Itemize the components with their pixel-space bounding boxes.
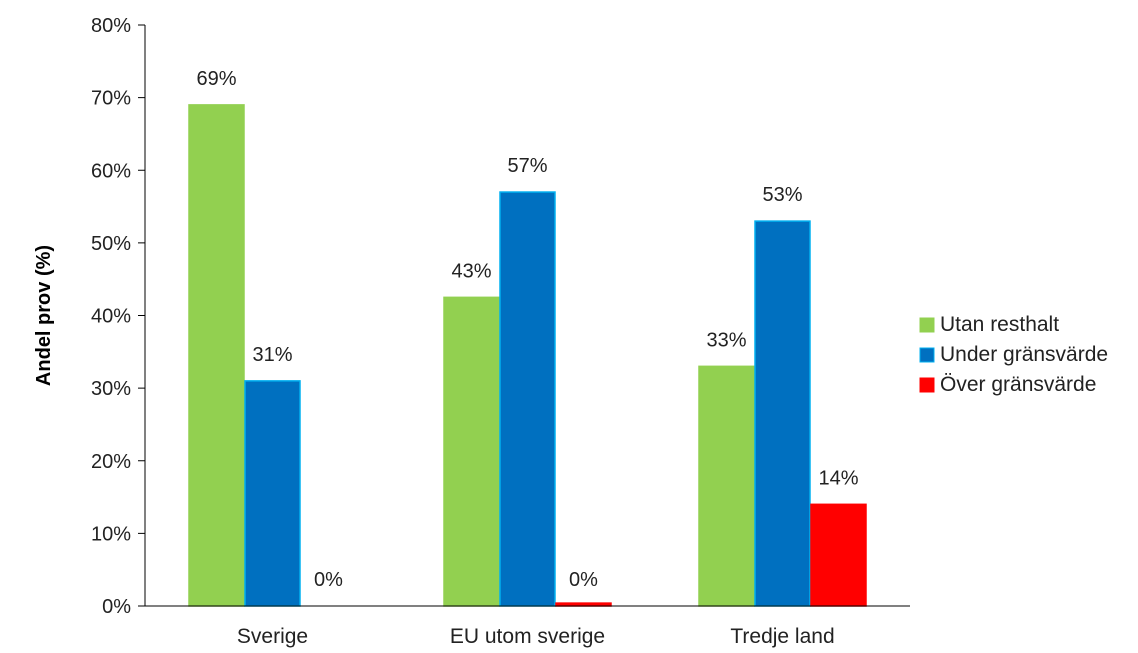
- data-label: 14%: [818, 467, 858, 489]
- y-tick-label: 0%: [102, 596, 131, 618]
- legend: Utan resthalt Under gränsvärde Över gränsv…: [919, 313, 1108, 396]
- y-tick-label: 50%: [91, 233, 131, 255]
- bar-under-gr-nsv-rde-sverige: [244, 380, 301, 607]
- data-label: 0%: [569, 569, 598, 591]
- legend-label: Under gränsvärde: [940, 343, 1108, 366]
- x-category-label: Sverige: [237, 625, 308, 648]
- y-axis: 0% 10% 20% 30% 40% 50% 60% 70% 80%: [91, 15, 146, 618]
- data-label: 0%: [314, 569, 343, 591]
- data-label: 31%: [252, 344, 292, 366]
- x-category-label: Tredje land: [730, 625, 834, 648]
- data-label: 43%: [451, 260, 491, 282]
- x-category-label: EU utom sverige: [450, 625, 605, 648]
- legend-label: Över gränsvärde: [940, 373, 1096, 396]
- legend-label: Utan resthalt: [940, 313, 1059, 336]
- y-axis-title: Andel prov (%): [33, 245, 55, 386]
- legend-swatch: [919, 347, 935, 363]
- data-label: 57%: [507, 155, 547, 177]
- y-tick-label: 60%: [91, 160, 131, 182]
- data-label: 53%: [762, 184, 802, 206]
- bar-utan-resthalt-tredje-land: [698, 365, 755, 607]
- y-tick-label: 30%: [91, 378, 131, 400]
- y-tick-label: 70%: [91, 88, 131, 110]
- bar-under-gr-nsv-rde-tredje-land: [754, 220, 811, 607]
- y-tick-label: 40%: [91, 306, 131, 328]
- legend-swatch: [919, 377, 935, 393]
- y-tick-label: 20%: [91, 451, 131, 473]
- bar-utan-resthalt-sverige: [188, 104, 245, 607]
- bar-utan-resthalt-eu-utom-sverige: [443, 296, 500, 607]
- data-label: 69%: [196, 68, 236, 90]
- bar--ver-gr-nsv-rde-tredje-land: [810, 503, 867, 607]
- y-tick-label: 80%: [91, 15, 131, 37]
- data-labels-group: 69% 31% 0% 43% 57% 0% 33% 53% 14%: [196, 68, 858, 591]
- legend-swatch: [919, 317, 935, 333]
- data-label: 33%: [706, 329, 746, 351]
- bar-under-gr-nsv-rde-eu-utom-sverige: [499, 191, 556, 607]
- x-axis: Sverige EU utom sverige Tredje land: [145, 605, 910, 648]
- y-tick-label: 10%: [91, 523, 131, 545]
